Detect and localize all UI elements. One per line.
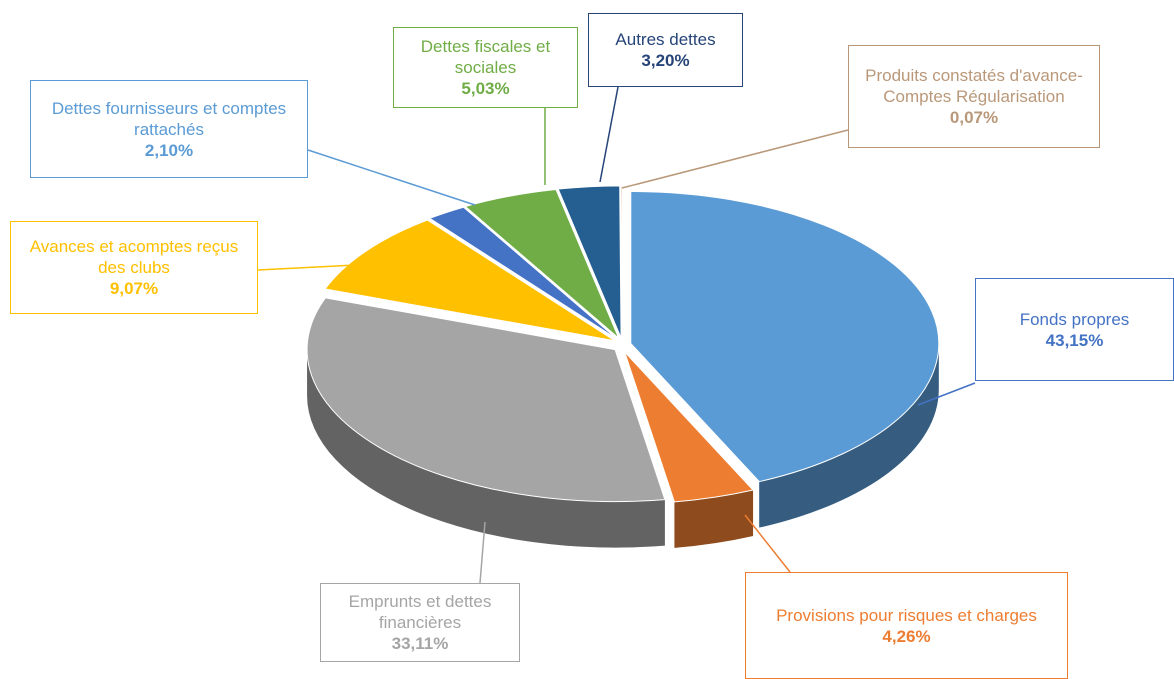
data-label: Produits constatés d'avance- Comptes Rég… [848,45,1100,148]
leader-line [479,521,486,584]
category-label: Provisions pour risques et charges [776,605,1037,625]
data-label: Dettes fournisseurs et comptes rattachés… [30,80,308,178]
slice [306,297,666,503]
slice [428,206,618,340]
value-label: 2,10% [144,140,194,160]
data-label: Provisions pour risques et charges 4,26% [745,572,1068,679]
leader-line [307,149,476,206]
slice-side-shade [307,349,665,548]
value-label: 4,26% [882,626,931,646]
slice [324,219,616,342]
slice-side [674,490,754,548]
value-label: 9,07% [109,279,159,298]
slice-side-shade [759,343,939,528]
slice [620,185,623,338]
value-label: 0,07% [949,108,999,127]
slice [557,185,622,339]
category-label: Autres dettes [615,30,716,49]
leader-line [621,129,849,189]
category-label: Fonds propres [1019,309,1130,329]
slice-side-shade [674,490,754,548]
slice-side [307,349,665,548]
value-label: 5,03% [461,79,510,98]
value-label: 33,11% [391,634,449,653]
value-label: 3,20% [641,51,690,70]
category-label: Avances et acomptes reçus des clubs [29,237,239,277]
slice [630,190,940,483]
data-label: Autres dettes 3,20% [588,13,743,87]
category-label: Emprunts et dettes financières [348,592,492,632]
category-label: Dettes fournisseurs et comptes rattachés [51,98,287,139]
value-label: 43,15% [1045,330,1104,350]
data-label: Dettes fiscales et sociales 5,03% [393,27,578,108]
data-label: Fonds propres 43,15% [975,278,1174,381]
slice [624,351,755,503]
slice-side [759,343,939,528]
leader-line [744,514,791,573]
leader-line [257,264,357,271]
category-label: Produits constatés d'avance- Comptes Rég… [865,66,1083,106]
slice [464,188,620,339]
data-label: Emprunts et dettes financières 33,11% [320,583,520,662]
data-label: Avances et acomptes reçus des clubs 9,07% [10,221,258,314]
leader-line [599,86,619,183]
category-label: Dettes fiscales et sociales [420,37,551,77]
leader-line [917,382,976,406]
